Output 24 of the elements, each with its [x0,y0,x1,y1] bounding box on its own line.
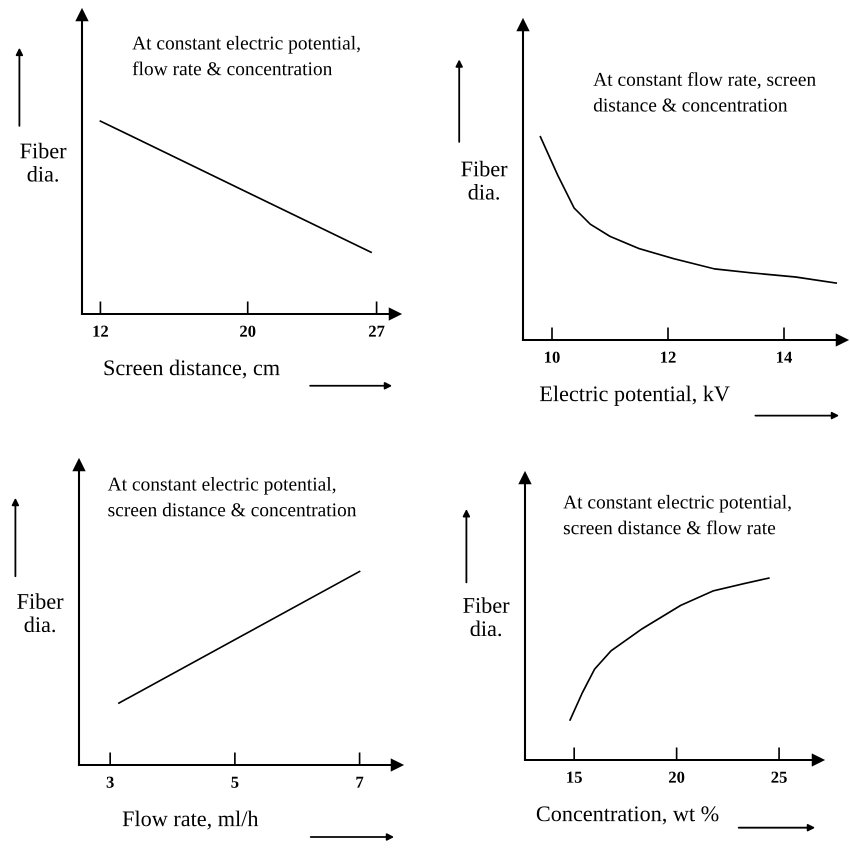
y-axis-title: Fiber dia. [17,593,64,632]
x-tick-label: 25 [771,772,787,783]
x-tick-label: 3 [106,776,114,788]
text: At constant flow rate, screen distance & concentration [593,72,816,112]
x-tick-label: 12 [661,352,676,363]
y-axis-title: Fiber dia. [461,160,508,200]
text: At constant electric potential, flow rate & concentration [132,36,360,76]
y-axis-title: Fiber dia. [20,142,66,182]
x-tick-label: 15 [567,772,582,783]
x-axis-title: Concentration, wt % [536,806,718,825]
x-axis-title: Electric potential, kV [540,386,730,406]
x-tick-label: 12 [93,326,108,337]
x-tick-label: 27 [368,326,385,337]
y-axis-title: Fiber dia. [463,597,510,636]
x-tick-label: 20 [240,326,256,337]
x-axis-title: Flow rate, ml/h [122,810,258,830]
text: At constant electric potential, screen distance & concentration [108,477,356,516]
x-axis-title: Screen distance, cm [104,360,280,379]
x-tick-label: 10 [545,352,560,363]
x-tick-label: 5 [231,776,238,788]
x-tick-label: 14 [777,352,792,363]
x-tick-label: 20 [668,772,684,783]
x-tick-label: 7 [356,776,364,788]
text: At constant electric potential, screen distance & flow rate [563,494,791,534]
